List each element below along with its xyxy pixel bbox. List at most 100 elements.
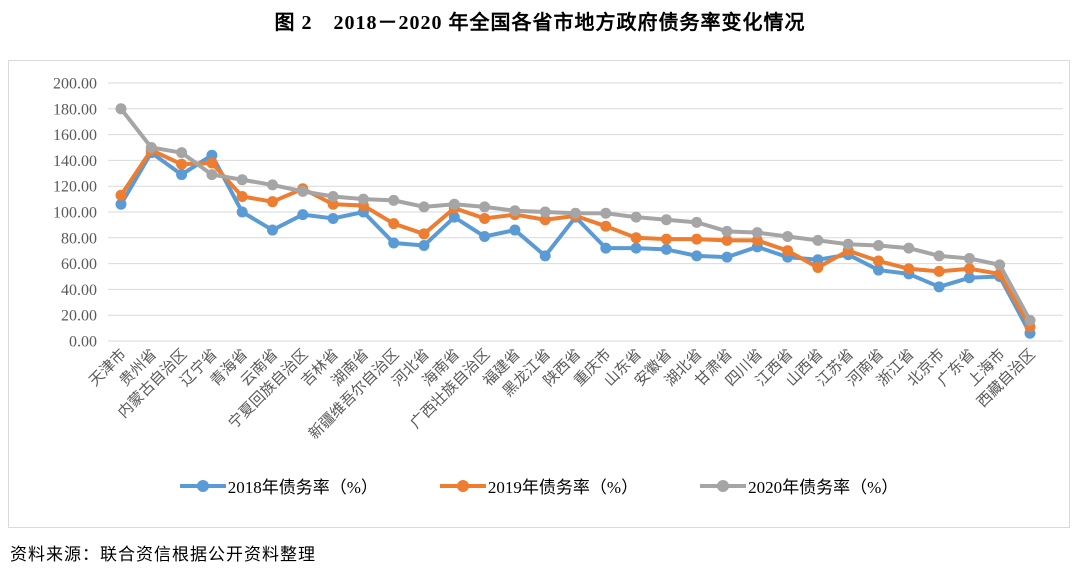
legend-item-2020: 2020年债务率（%） [700,473,898,498]
legend-item-2018: 2018年债务率（%） [179,473,378,498]
data-point [267,224,278,236]
data-point [812,261,824,273]
data-point [933,265,945,277]
y-axis-tick-label: 0.00 [69,334,97,351]
data-point [327,191,339,203]
data-point [509,205,521,217]
data-point [903,263,915,275]
legend-item-2019: 2019年债务率（%） [439,473,639,498]
data-point [630,232,642,244]
data-point [721,234,733,246]
data-point [539,206,551,218]
data-point [660,214,672,226]
data-point [751,227,763,239]
data-point [448,198,460,210]
data-point [418,240,430,252]
data-point [479,212,491,224]
data-point [297,185,309,197]
data-point [963,252,975,264]
data-point [236,206,248,218]
data-point [903,242,915,254]
data-point [479,231,491,243]
data-point [388,218,400,230]
data-point [963,263,975,275]
data-point [236,191,248,203]
y-axis-tick-label: 20.00 [61,308,97,325]
chart-area: 0.00 20.00 40.00 60.00 80.00 100.00 120.00 140.… [8,60,1070,528]
data-point [539,214,551,226]
data-point [630,242,642,254]
data-point [570,207,581,219]
data-point [267,196,278,208]
data-point [660,243,672,255]
data-point [267,179,278,191]
data-point [691,216,703,228]
data-point [1024,314,1036,326]
data-point [388,237,400,249]
chart-legend: 2018年债务率（%） 2019年债务率（%） 2020年债务率（%） [9,473,1069,498]
data-point [479,201,491,213]
data-point [327,198,339,210]
source-note: 资料来源：联合资信根据公开资料整理 [10,545,316,564]
y-axis-tick-label: 60.00 [61,256,97,273]
data-point [418,228,430,240]
y-axis-tick-label: 200.00 [53,76,97,93]
data-point [206,169,218,181]
series-line-2019年债务率（%） [119,148,1032,329]
data-point [691,250,703,262]
data-point [539,250,551,262]
legend-marker-2019-icon [439,479,486,492]
data-point [115,189,127,201]
data-point [812,254,824,266]
data-point [509,224,521,236]
legend-marker-2020-icon [700,479,747,492]
data-point [873,240,884,252]
data-point [933,281,945,293]
data-point [963,272,975,284]
data-point [176,169,188,181]
data-point [600,220,612,232]
y-axis-tick-label: 160.00 [53,127,97,144]
data-point [691,233,703,245]
data-point [206,149,218,161]
data-point [145,142,157,153]
chart-title: 图 2 2018－2020 年全国各省市地方政府债务率变化情况 [274,12,806,34]
data-point [842,238,854,250]
series-line-2018年债务率（%） [119,150,1032,336]
data-point [297,209,309,221]
legend-marker-2018-icon [179,479,226,492]
y-axis-tick-label: 40.00 [61,282,97,299]
data-point [660,233,672,245]
legend-label-2018: 2018年债务率（%） [227,478,378,497]
data-point [600,242,612,254]
data-point [600,207,612,219]
data-point [933,250,945,262]
data-point [873,255,884,267]
data-point [206,157,218,169]
legend-label-2019: 2019年债务率（%） [487,478,639,497]
data-point [782,231,794,243]
data-point [448,211,460,223]
data-point [115,103,127,115]
data-point [418,201,430,213]
data-point [782,245,794,257]
line-chart-plot: 0.00 20.00 40.00 60.00 80.00 100.00 120.00 140.… [53,76,1063,443]
data-point [327,212,339,224]
data-point [751,234,763,246]
y-axis-tick-label: 80.00 [61,230,97,247]
data-point [388,194,400,206]
data-point [873,264,884,276]
data-point [721,225,733,237]
data-point [721,251,733,263]
y-axis-tick-label: 100.00 [53,205,97,222]
data-point [812,234,824,246]
data-point [176,158,188,170]
data-point [115,198,127,210]
legend-label-2020: 2020年债务率（%） [748,478,899,497]
data-point [357,193,369,205]
data-point [994,259,1006,271]
data-point [236,174,248,186]
y-axis-tick-label: 140.00 [53,153,97,170]
y-axis-tick-label: 180.00 [53,101,97,118]
